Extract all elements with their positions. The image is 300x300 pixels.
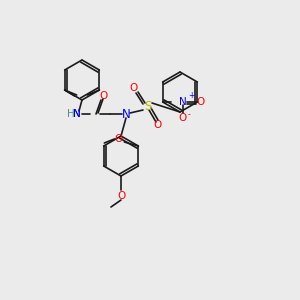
Text: S: S [144, 100, 152, 112]
Text: O: O [196, 97, 205, 107]
Text: N: N [122, 107, 130, 121]
Text: +: + [188, 92, 195, 100]
Text: O: O [117, 191, 125, 201]
Text: H: H [67, 109, 75, 119]
Text: O: O [99, 91, 107, 101]
Text: O: O [154, 120, 162, 130]
Text: N: N [179, 97, 187, 107]
Text: N: N [73, 109, 81, 119]
Text: N: N [73, 109, 81, 119]
Text: O: O [178, 113, 187, 123]
Text: O: O [130, 83, 138, 93]
Text: -: - [187, 110, 190, 119]
Text: O: O [114, 134, 122, 144]
